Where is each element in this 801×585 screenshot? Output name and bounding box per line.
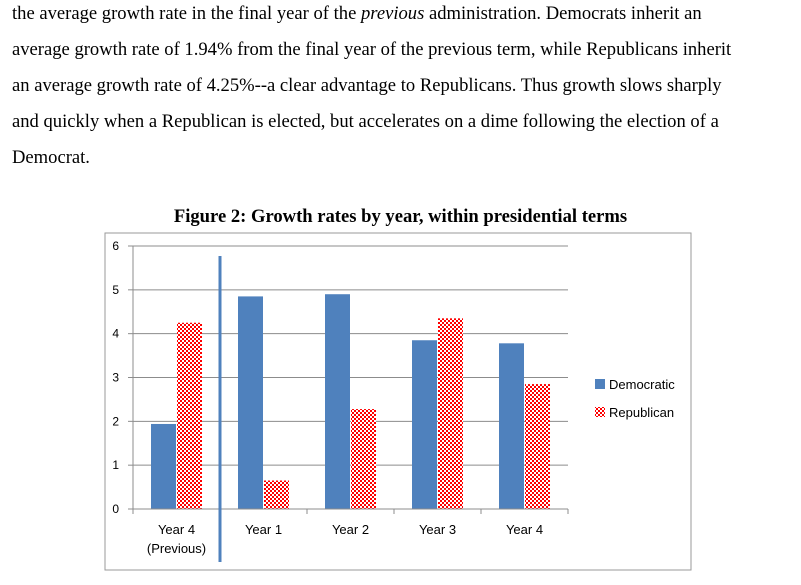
text-run: the average growth rate in the final yea… [12,3,361,24]
bar-republican [525,384,550,509]
bar-republican [177,322,202,509]
y-tick-label: 4 [112,327,119,341]
text-run: and quickly when a Republican is elected… [12,111,719,132]
bar-republican [351,409,376,509]
bar-republican [264,480,289,509]
bar-democratic [151,423,176,509]
y-tick-label: 3 [112,371,119,385]
bar-democratic [238,296,263,509]
legend-swatch-republican [595,407,605,417]
text-line: average growth rate of 1.94% from the fi… [12,32,797,68]
chart-frame [104,232,692,571]
bar-democratic [325,294,350,509]
legend-label: Republican [609,405,674,420]
x-category-label: Year 3 [419,522,456,537]
text-line: and quickly when a Republican is elected… [12,104,797,140]
x-category-label: (Previous) [147,541,206,556]
y-tick-label: 1 [112,458,119,472]
y-tick-label: 2 [112,414,119,428]
bar-republican [438,318,463,509]
x-category-label: Year 4 [506,522,543,537]
x-category-label: Year 1 [245,522,282,537]
text-line: the average growth rate in the final yea… [12,0,797,32]
bar-democratic [499,343,524,509]
text-run: an average growth rate of 4.25%--a clear… [12,75,722,96]
legend-label: Democratic [609,377,675,392]
y-tick-label: 5 [112,283,119,297]
text-line: Democrat. [12,140,797,176]
emphasis-text: previous [361,3,425,24]
text-run: Democrat. [12,147,90,168]
y-tick-label: 6 [112,239,119,253]
text-run: administration. Democrats inherit an [424,3,702,24]
bar-democratic [412,340,437,509]
figure-title: Figure 2: Growth rates by year, within p… [173,206,628,227]
text-line: an average growth rate of 4.25%--a clear… [12,68,797,104]
x-category-label: Year 4 [158,522,195,537]
text-run: average growth rate of 1.94% from the fi… [12,39,732,60]
y-tick-label: 0 [112,502,119,516]
legend-swatch-democratic [595,379,605,389]
body-paragraph: the average growth rate in the final yea… [12,0,797,176]
x-category-label: Year 2 [332,522,369,537]
